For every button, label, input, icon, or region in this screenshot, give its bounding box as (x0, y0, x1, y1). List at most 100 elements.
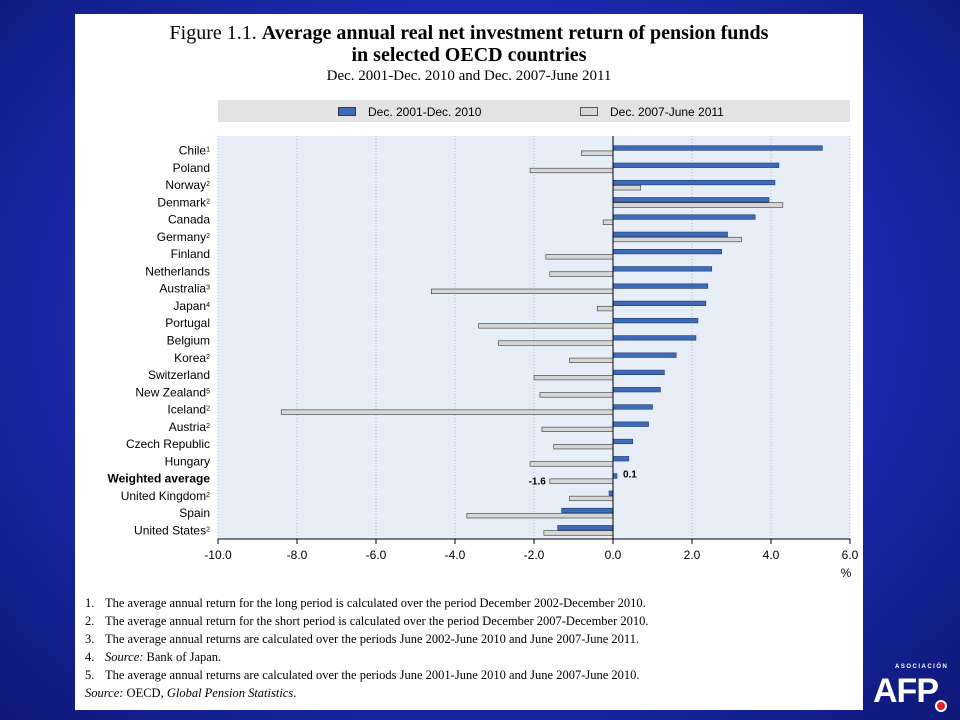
bar-short (553, 444, 614, 450)
category-label: Australia3 (159, 282, 210, 296)
footnote-source-prefix: Source: (105, 650, 144, 664)
category-label: Netherlands (145, 264, 210, 278)
bar-short (612, 236, 742, 243)
bar-short (280, 409, 614, 415)
x-tick-label: 6.0 (842, 548, 859, 562)
bar-long (612, 421, 649, 427)
bar-short (539, 392, 614, 398)
bar-short (466, 513, 614, 519)
bar-long (561, 507, 614, 514)
bar-short (602, 219, 614, 225)
footnote-number: 3. (85, 632, 95, 646)
bar-short (529, 461, 614, 467)
bar-long (612, 387, 661, 393)
category-footnote-mark: 5 (206, 388, 210, 395)
category-footnote-mark: 2 (206, 232, 210, 239)
bar-long (612, 179, 776, 186)
footnote-4: 4. Source: Bank of Japan. (85, 648, 855, 666)
x-tick-label: 4.0 (763, 548, 780, 562)
bar-short (545, 254, 614, 260)
chart-legend: Dec. 2001-Dec. 2010 Dec. 2007-June 2011 (218, 100, 850, 122)
bar-long (612, 318, 699, 324)
x-tick-label: -4.0 (445, 548, 466, 562)
category-footnote-mark: 4 (206, 301, 210, 308)
bar-long (608, 490, 614, 496)
bar-short (533, 375, 614, 381)
legend-item-short: Dec. 2007-June 2011 (580, 104, 724, 119)
legend-label-long: Dec. 2001-Dec. 2010 (368, 104, 482, 119)
bar-short (549, 271, 614, 277)
source-title: Global Pension Statistics (166, 686, 294, 700)
figure-number: Figure 1.1. (169, 22, 257, 44)
bar-long (612, 352, 677, 358)
bar-long (612, 283, 709, 289)
logo-big-text: AFP (873, 672, 939, 710)
bar-long (612, 456, 630, 462)
footnotes: 1. The average annual return for the long… (85, 594, 855, 702)
category-label: Spain (179, 506, 210, 520)
category-footnote-mark: 2 (206, 405, 210, 412)
category-label: Canada (168, 213, 210, 227)
x-tick-label: 2.0 (684, 548, 701, 562)
category-label: Denmark2 (157, 195, 210, 209)
legend-swatch-short (580, 107, 598, 117)
footnote-text: The average annual returns are calculate… (105, 668, 640, 682)
bar-long (612, 231, 728, 237)
category-footnote-mark: 2 (206, 422, 210, 429)
source-line: Source: OECD, Global Pension Statistics. (85, 684, 855, 702)
footnote-text: The average annual return for the long p… (105, 596, 646, 610)
figure-card: Figure 1.1. Average annual real net inve… (75, 14, 863, 710)
category-label: Portugal (165, 316, 210, 330)
bar-short (612, 185, 641, 191)
footnote-5: 5. The average annual returns are calcula… (85, 666, 855, 684)
bar-long (612, 300, 707, 306)
bar-short (541, 426, 614, 433)
source-org: OECD, (126, 686, 167, 700)
bar-long (612, 162, 780, 168)
footnote-1: 1. The average annual return for the long… (85, 594, 855, 612)
footnote-text: The average annual return for the short … (105, 614, 649, 628)
bar-long (612, 266, 713, 272)
bar-short (430, 288, 614, 294)
footnote-number: 4. (85, 650, 95, 664)
category-label: United States2 (134, 523, 210, 537)
bar-short (569, 357, 614, 363)
category-label: Poland (173, 161, 210, 175)
bar-long (612, 335, 697, 341)
bar-short (529, 167, 614, 174)
bar-long (612, 369, 665, 376)
category-label: Iceland2 (167, 403, 210, 417)
bar-long (557, 525, 614, 531)
bar-short (612, 202, 784, 208)
x-tick-label: -2.0 (524, 548, 545, 562)
bar-long (612, 248, 722, 255)
category-label: New Zealand5 (135, 385, 210, 399)
bar-long (612, 404, 653, 410)
afp-logo: ASOCIACIÓN AFP (873, 664, 953, 714)
bar-long (612, 145, 823, 151)
category-footnote-mark: 2 (206, 491, 210, 498)
category-label: United Kingdom2 (121, 489, 210, 503)
bar-long (612, 438, 634, 445)
figure-title-line2: in selected OECD countries (351, 44, 587, 66)
data-label-weighted-short: -1.6 (529, 477, 547, 488)
category-footnote-mark: 2 (206, 198, 210, 205)
category-footnote-mark: 2 (206, 353, 210, 360)
category-label: Korea2 (174, 351, 210, 365)
category-label: Czech Republic (126, 437, 210, 451)
category-footnote-mark: 3 (206, 284, 210, 291)
logo-small-text: ASOCIACIÓN (895, 664, 949, 670)
figure-title: Figure 1.1. Average annual real net inve… (75, 22, 863, 66)
footnote-text: Bank of Japan. (146, 650, 222, 664)
source-prefix: Source: (85, 686, 124, 700)
bar-short (581, 150, 614, 156)
category-label: Chile1 (179, 144, 210, 158)
figure-subtitle: Dec. 2001-Dec. 2010 and Dec. 2007-June 2… (326, 68, 612, 84)
category-label: Weighted average (108, 472, 211, 486)
category-label: Hungary (165, 454, 210, 468)
category-label: Germany2 (157, 230, 210, 244)
bar-short (498, 340, 614, 346)
category-label: Japan4 (173, 299, 210, 313)
logo-flag-dot-icon (935, 700, 947, 712)
bar-long (612, 197, 770, 203)
